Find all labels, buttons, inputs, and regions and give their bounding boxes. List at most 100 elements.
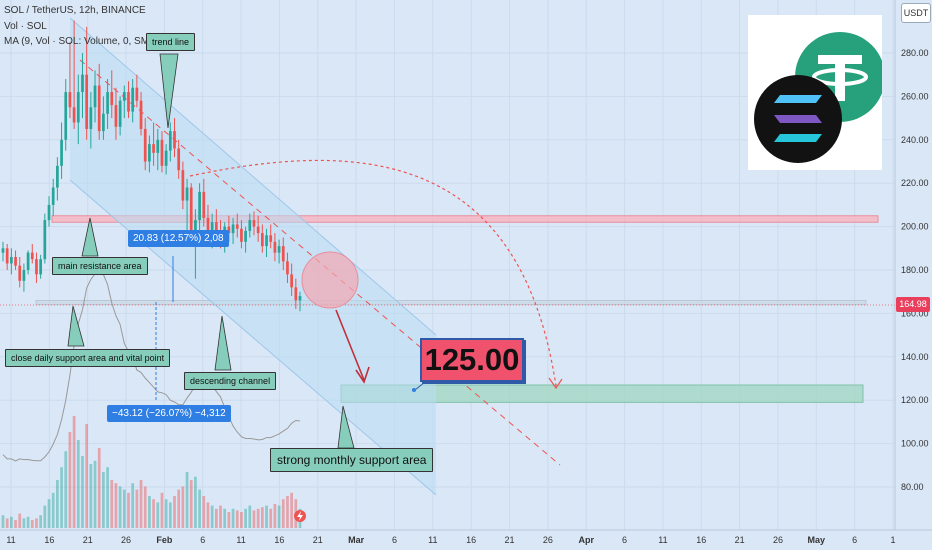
candle-body [290,274,293,288]
volume-bars [1,416,302,528]
candle-body [97,85,101,132]
candle-body [39,259,43,275]
price-tick-label: 200.00 [901,222,929,232]
volume-bar [60,467,63,528]
descending-channel-callout: descending channel [184,372,277,390]
volume-bar [56,480,59,528]
volume-bar [106,467,109,528]
time-tick-label: 11 [236,535,245,545]
symbol-title: SOL / TetherUS, 12h, BINANCE [4,5,146,16]
volume-bar [252,510,256,528]
time-tick-label: 21 [505,535,515,545]
volume-bar [231,508,235,528]
time-tick-label: 21 [83,535,93,545]
time-tick-label: 16 [696,535,706,545]
candle-body [64,92,68,140]
volume-bar [68,432,72,528]
volume-bar [139,480,143,528]
main-resistance-zone [51,215,879,223]
candle-body [148,144,151,162]
candle-body [248,220,252,231]
volume-bar [1,515,5,528]
volume-bar [85,424,89,528]
candle-body [168,131,172,151]
volume-bar [118,486,122,528]
price-tick-label: 180.00 [901,265,929,275]
resistance-pointer [81,217,99,257]
volume-bar [26,516,30,528]
time-tick-label: 6 [392,535,397,545]
volume-bar [235,510,239,528]
volume-bar [72,416,76,528]
time-tick-label: Mar [348,535,365,545]
main-resistance-callout: main resistance area [52,257,148,275]
candle-body [152,144,155,153]
candle-body [89,107,93,129]
volume-bar [219,505,222,528]
time-tick-label: Apr [578,535,594,545]
candle-body [30,252,34,260]
time-tick-label: 1 [890,535,895,545]
candle-body [235,224,239,229]
volume-bar [198,489,201,528]
volume-bar [127,492,130,528]
volume-bar [248,505,252,528]
candle-body [139,100,143,129]
volume-bar [173,496,176,528]
daily-support-pointer [67,305,85,347]
time-tick-label: 26 [773,535,783,545]
volume-bar [256,508,260,528]
volume-bar [202,496,206,528]
volume-bar [51,492,55,528]
volume-bar [122,489,126,528]
measure-down-label: −43.12 (−26.07%) −4,312 [107,405,231,422]
candle-body [269,235,273,242]
candles [1,20,302,312]
time-tick-label: 26 [543,535,553,545]
volume-bar [18,513,22,528]
price-tick-label: 220.00 [901,178,929,188]
volume-bar [152,499,155,528]
candle-body [210,222,214,236]
candle-body [118,100,122,127]
time-tick-label: 11 [6,535,15,545]
candle-body [156,139,160,153]
measure-up-label: 20.83 (12.57%) 2,08 [128,230,229,247]
volume-bar [131,483,135,528]
candle-body [68,92,72,108]
time-axis-ticks: 11 16 21 26 Feb 6 11 16 21 Mar 6 11 16 21 26 Apr 6 11 16 21… [6,535,895,545]
candle-body [160,139,164,166]
target-point [412,388,416,392]
volume-bar [114,483,118,528]
volume-bar [265,505,268,528]
time-tick-label: 21 [313,535,323,545]
candle-body [252,220,256,227]
volume-bar [168,502,172,528]
solana-icon [754,75,842,163]
candle-body [93,85,97,108]
breakdown-circle [301,251,359,309]
volume-bar [281,499,285,528]
volume-bar [210,505,214,528]
channel-pointer [214,315,232,371]
candle-body [214,222,218,231]
volume-bar [89,464,93,528]
candle-body [122,92,126,101]
candle-body [85,74,89,129]
volume-bar [102,472,105,528]
candle-body [240,228,243,242]
volume-bar [185,472,189,528]
volume-indicator-label: Vol · SOL [4,21,47,32]
volume-bar [177,489,181,528]
time-tick-label: 6 [852,535,857,545]
volume-bar [81,456,84,528]
candle-body [244,230,247,242]
price-axis-ticks: 80.00 100.00 120.00 140.00 160.00 180.00 200.0… [901,48,929,492]
volume-bar [286,496,289,528]
price-tick-label: 100.00 [901,439,929,449]
currency-unit-button[interactable]: USDT [901,3,931,23]
candle-body [1,248,5,253]
candle-body [60,139,63,166]
monthly-support-callout: strong monthly support area [270,448,434,472]
volume-bar [240,512,243,528]
